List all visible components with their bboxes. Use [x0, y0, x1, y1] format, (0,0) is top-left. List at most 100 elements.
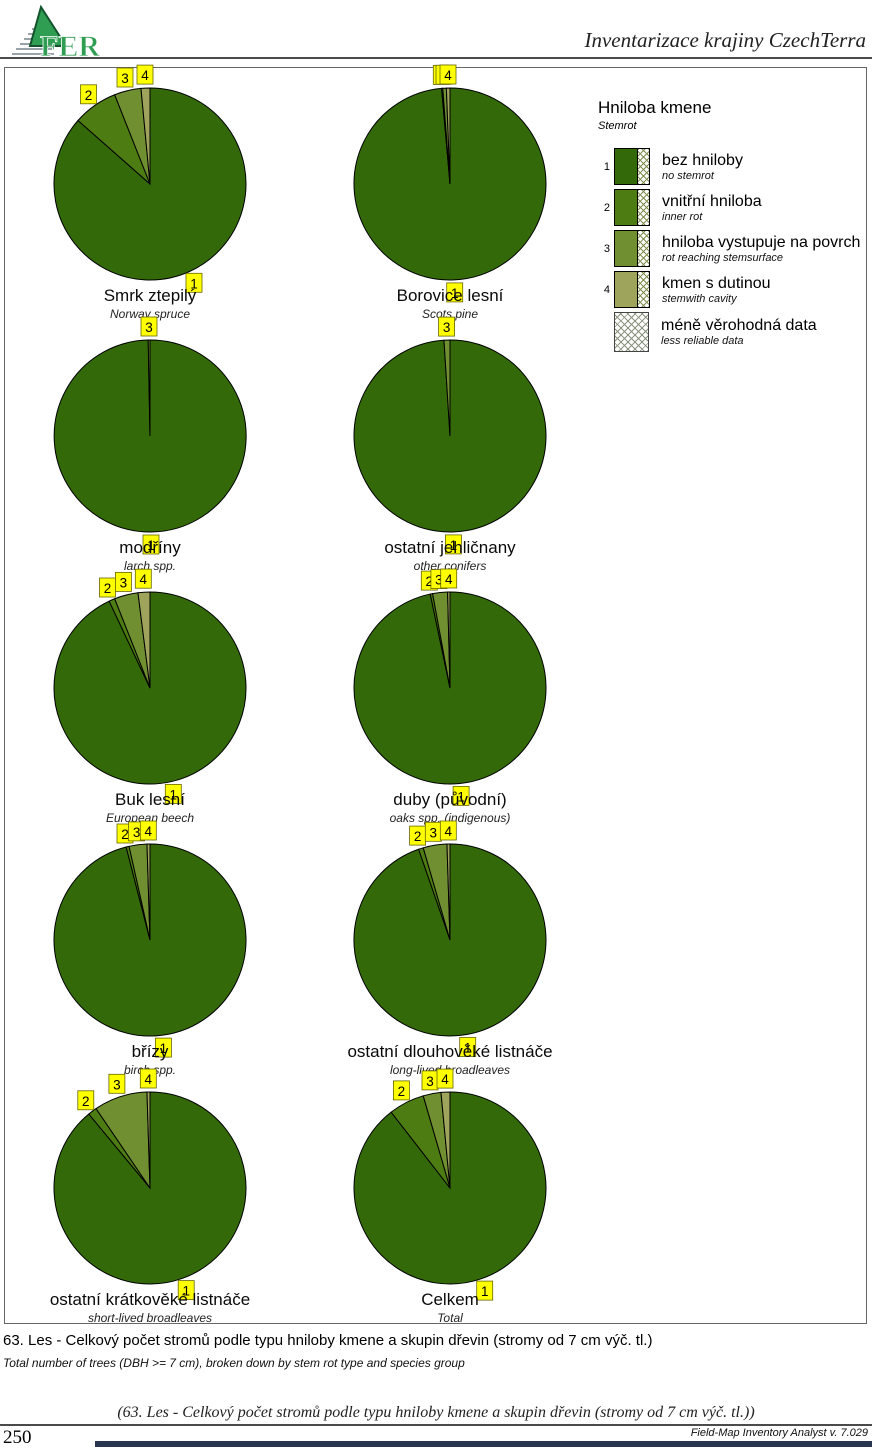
legend-swatch [614, 189, 650, 226]
slice-label: 1 [170, 787, 178, 802]
legend-sublabel: rot reaching stemsurface [662, 251, 784, 264]
slice-label-box [134, 568, 152, 589]
stemrot-legend: Hniloba kmene Stemrot 1 bez hniloby no ste… [598, 98, 864, 356]
pie-subtitle: oaks spp. (indigenous) [389, 811, 511, 825]
slice-label-box [177, 1280, 195, 1301]
slice-label: 4 [145, 1072, 153, 1087]
pie-slice-1 [353, 1091, 547, 1285]
ifer-logo: FER [12, 4, 101, 60]
slice-label: 3 [443, 320, 451, 335]
page-number: 250 [3, 1427, 32, 1448]
app-version: Field-Map Inventory Analyst v. 7.029 [690, 1427, 868, 1439]
pie-slice-4 [446, 843, 451, 941]
header-rule [0, 57, 872, 59]
legend-swatch [614, 148, 650, 185]
page-title: Inventarizace krajiny CzechTerra [584, 28, 866, 52]
slice-label: 1 [464, 1041, 472, 1056]
pie-subtitle: European beech [105, 811, 195, 825]
legend-sublabel: no stemrot [662, 169, 714, 182]
slice-label: 3 [435, 573, 443, 588]
slice-label-box [476, 1280, 494, 1301]
pie-slice-4 [445, 87, 451, 185]
legend-subtitle: Stemrot [598, 120, 637, 132]
pie-slice-4 [440, 1091, 451, 1189]
legend-swatch [614, 271, 650, 308]
slice-label: 4 [441, 1072, 449, 1087]
legend-item: 1 bez hniloby no stemrot [598, 148, 864, 185]
slice-label: 1 [451, 286, 459, 301]
pie-title: modříny [119, 538, 181, 557]
slice-label: 2 [85, 88, 93, 103]
legend-sublabel: stemwith cavity [662, 292, 737, 305]
legend-item: méně věrohodná data less reliable data [598, 312, 864, 352]
slice-label: 4 [145, 824, 153, 839]
slice-label: 3 [113, 1077, 121, 1092]
legend-title: Hniloba kmene [598, 98, 712, 117]
slice-label: 1 [190, 276, 198, 291]
slice-label: 2 [121, 827, 129, 842]
pie-title: ostatní krátkověké listnáče [49, 1290, 251, 1309]
legend-label: vnitřní hniloba [662, 192, 762, 210]
slice-label-box [140, 316, 158, 337]
slice-label-box [393, 1080, 410, 1101]
pie-slice-3 [147, 339, 151, 437]
pie-slice-1 [353, 591, 547, 785]
slice-label: 2 [398, 1084, 406, 1099]
slice-label: 1 [147, 538, 155, 553]
pie-slice-4 [146, 843, 151, 941]
slice-label-box [436, 1068, 454, 1089]
slice-label: 4 [445, 824, 453, 839]
slice-label-box [136, 64, 154, 85]
slice-label: 4 [141, 68, 149, 83]
slice-label-box [108, 1073, 126, 1094]
pie-title: břízy [131, 1042, 169, 1061]
slice-label-box [115, 571, 132, 592]
caption-english: Total number of trees (DBH >= 7 cm), bro… [3, 1356, 465, 1370]
legend-item-number: 4 [603, 283, 610, 296]
pie-slice-3 [443, 339, 451, 437]
slice-label: 1 [182, 1284, 190, 1299]
pie-subtitle: Scots pine [421, 307, 479, 321]
slice-label-box [116, 67, 134, 88]
slice-label-box [142, 534, 160, 555]
slice-label: 3 [120, 575, 128, 590]
legend-item-number: 3 [603, 242, 610, 255]
pie-slice-4 [137, 591, 151, 689]
slice-label: 4 [445, 572, 453, 587]
legend-swatch [614, 230, 650, 267]
slice-label: 2 [426, 574, 434, 589]
legend-label: kmen s dutinou [662, 274, 771, 292]
slice-label: 1 [457, 789, 465, 804]
slice-label-box [139, 820, 157, 841]
pie-slice-4 [140, 87, 151, 185]
slice-label-box [446, 282, 464, 303]
slice-label: 1 [481, 1284, 489, 1299]
slice-label: 3 [133, 825, 141, 840]
slice-label: 2 [104, 581, 112, 596]
slice-label-box [444, 534, 462, 555]
slice-label-box [439, 64, 457, 85]
footnote: (63. Les - Celkový počet stromů podle ty… [117, 1404, 755, 1421]
slice-label: 4 [140, 572, 148, 587]
legend-label: bez hniloby [662, 151, 743, 169]
slice-label: 3 [426, 1074, 434, 1089]
slice-label-box [438, 316, 456, 337]
legend-item: 2 vnitřní hniloba inner rot [598, 189, 864, 226]
bottom-bar [95, 1441, 872, 1447]
slice-label-box [439, 820, 457, 841]
svg-text:FER: FER [40, 30, 100, 60]
pie-title: Buk lesní [115, 790, 185, 809]
slice-label-box [440, 568, 458, 589]
slice-label: 3 [145, 320, 153, 335]
pie-title: Celkem [421, 1290, 479, 1309]
slice-label: 1 [160, 1041, 168, 1056]
slice-label-box [80, 84, 97, 105]
pie-title: ostatní dlouhověké listnáče [347, 1042, 553, 1061]
slice-label-box [164, 783, 182, 804]
slice-label: 4 [444, 68, 452, 83]
